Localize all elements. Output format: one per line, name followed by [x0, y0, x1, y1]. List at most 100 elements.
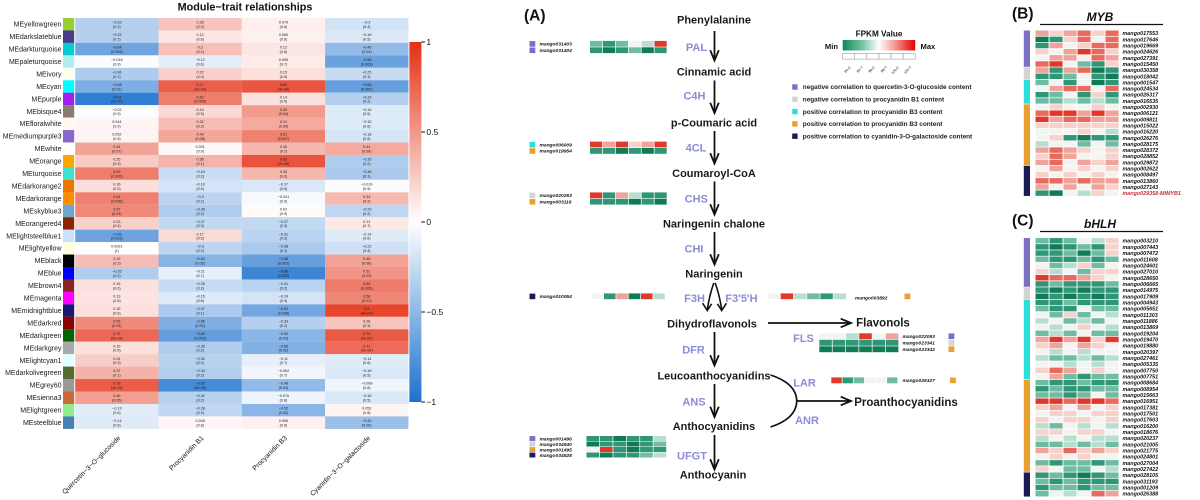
svg-text:0.044: 0.044: [112, 120, 121, 124]
svg-text:MEivory: MEivory: [36, 71, 62, 78]
svg-text:LAR: LAR: [793, 378, 816, 390]
svg-text:MEfloralwhite: MEfloralwhite: [19, 121, 61, 128]
svg-text:−0.19: −0.19: [279, 295, 288, 299]
svg-text:MEsteelblue: MEsteelblue: [23, 420, 62, 427]
svg-text:mango011608: mango011608: [1123, 257, 1158, 263]
svg-text:MEsienna3: MEsienna3: [26, 395, 61, 402]
svg-text:(0.3): (0.3): [280, 224, 288, 228]
svg-text:−0.35: −0.35: [195, 344, 204, 348]
svg-text:mango007443: mango007443: [1123, 245, 1159, 251]
svg-text:MEgrey60: MEgrey60: [30, 383, 62, 390]
svg-text:(0.2): (0.2): [196, 249, 204, 253]
svg-text:mango028372: mango028372: [1123, 148, 1159, 154]
svg-text:MEdarkslateblue: MEdarkslateblue: [9, 34, 61, 41]
svg-text:0.32: 0.32: [197, 120, 204, 124]
svg-text:126-C: 126-C: [890, 65, 900, 75]
svg-text:mango034928: mango034928: [540, 453, 573, 459]
svg-text:(0.9): (0.9): [113, 112, 121, 116]
svg-text:0.28: 0.28: [197, 21, 204, 25]
svg-text:0.41: 0.41: [280, 120, 287, 124]
svg-text:UFGT: UFGT: [677, 451, 707, 463]
svg-text:−0.5: −0.5: [426, 307, 443, 317]
svg-text:0.15: 0.15: [113, 282, 120, 286]
svg-text:(0.4): (0.4): [363, 25, 371, 29]
svg-text:MEpurple: MEpurple: [32, 96, 62, 103]
svg-text:mango026276: mango026276: [1123, 136, 1160, 142]
svg-text:mango003892: mango003892: [855, 296, 888, 302]
svg-text:0.12: 0.12: [280, 46, 287, 50]
svg-text:mango020397: mango020397: [1123, 350, 1160, 356]
svg-text:mango017501: mango017501: [1123, 412, 1159, 418]
svg-text:mango001209: mango001209: [1123, 486, 1159, 492]
svg-text:−0.31: −0.31: [279, 282, 288, 286]
svg-text:−0.15: −0.15: [195, 295, 204, 299]
svg-text:PAL: PAL: [686, 42, 707, 54]
svg-text:(5e-04): (5e-04): [111, 336, 123, 340]
svg-text:MEturquoise: MEturquoise: [22, 171, 61, 178]
svg-text:mango026388: mango026388: [1123, 492, 1159, 498]
svg-text:mango008497: mango008497: [1123, 173, 1160, 179]
svg-text:(0.5): (0.5): [113, 187, 121, 191]
svg-text:−0.52: −0.52: [279, 407, 288, 411]
svg-text:0.63: 0.63: [197, 95, 204, 99]
svg-text:MElightsteelblue1: MElightsteelblue1: [6, 233, 61, 240]
svg-text:0.82: 0.82: [280, 83, 287, 87]
svg-text:mango019470: mango019470: [1123, 337, 1159, 343]
svg-text:(0.5): (0.5): [196, 112, 204, 116]
svg-text:Naringenin: Naringenin: [685, 269, 743, 281]
svg-text:0.053: 0.053: [362, 407, 371, 411]
svg-text:Anthocyanin: Anthocyanin: [680, 470, 747, 482]
svg-text:mango026317: mango026317: [1123, 93, 1160, 99]
svg-text:mango024601: mango024601: [1123, 263, 1159, 269]
svg-text:0.066: 0.066: [279, 419, 288, 423]
svg-text:mango007750: mango007750: [1123, 368, 1159, 374]
svg-text:mango017553: mango017553: [1123, 31, 1159, 37]
svg-text:(0.6): (0.6): [113, 349, 121, 353]
svg-text:mango019954: mango019954: [540, 149, 573, 155]
svg-text:(0.01): (0.01): [112, 324, 122, 328]
svg-text:C4H: C4H: [683, 91, 705, 103]
svg-text:0.02: 0.02: [280, 207, 287, 211]
svg-text:mango015022: mango015022: [1123, 123, 1159, 129]
svg-text:4CL: 4CL: [686, 143, 707, 155]
svg-text:mango024626: mango024626: [1123, 50, 1160, 56]
svg-text:0.22: 0.22: [197, 70, 204, 74]
svg-text:mango015663: mango015663: [1123, 393, 1159, 399]
svg-text:mango029358-MiMYB1: mango029358-MiMYB1: [1123, 191, 1181, 197]
svg-text:Cinnamic acid: Cinnamic acid: [677, 67, 752, 79]
svg-text:mango005651: mango005651: [1123, 307, 1159, 313]
svg-text:−0.14: −0.14: [112, 419, 121, 423]
svg-text:0.16: 0.16: [113, 182, 120, 186]
svg-text:−0.14: −0.14: [362, 357, 371, 361]
svg-text:0.35: 0.35: [280, 145, 287, 149]
svg-text:(0.003): (0.003): [361, 62, 373, 66]
svg-text:−0.24: −0.24: [195, 170, 204, 174]
svg-text:0.9: 0.9: [364, 307, 369, 311]
svg-text:(0.003): (0.003): [111, 237, 123, 241]
svg-text:mango019204: mango019204: [1123, 331, 1159, 337]
svg-text:mango005335: mango005335: [1123, 362, 1160, 368]
svg-text:(0.09): (0.09): [279, 125, 289, 129]
svg-text:(0.004): (0.004): [111, 50, 123, 54]
svg-text:(A): (A): [524, 8, 546, 25]
svg-text:(0.002): (0.002): [361, 87, 373, 91]
svg-text:(0.2): (0.2): [196, 399, 204, 403]
svg-text:mango022093: mango022093: [903, 334, 936, 340]
svg-text:(0.2): (0.2): [196, 374, 204, 378]
svg-text:−0.29: −0.29: [362, 207, 371, 211]
svg-text:mango009811: mango009811: [1123, 117, 1158, 123]
svg-text:mango002930: mango002930: [1123, 105, 1159, 111]
svg-text:−0.68: −0.68: [362, 83, 371, 87]
svg-text:(0.2): (0.2): [363, 212, 371, 216]
svg-text:−0.35: −0.35: [362, 158, 371, 162]
svg-text:(0.8): (0.8): [280, 423, 288, 427]
svg-text:0.57: 0.57: [113, 207, 120, 211]
svg-text:bHLH: bHLH: [1084, 217, 1116, 231]
svg-text:(0.6): (0.6): [280, 50, 288, 54]
svg-text:mango023342: mango023342: [903, 347, 936, 353]
svg-text:(0.6): (0.6): [113, 423, 121, 427]
svg-text:(0.3): (0.3): [196, 286, 204, 290]
svg-text:mango011303: mango011303: [1123, 313, 1158, 319]
svg-text:(4e-05): (4e-05): [278, 87, 290, 91]
svg-text:0.44: 0.44: [113, 145, 120, 149]
